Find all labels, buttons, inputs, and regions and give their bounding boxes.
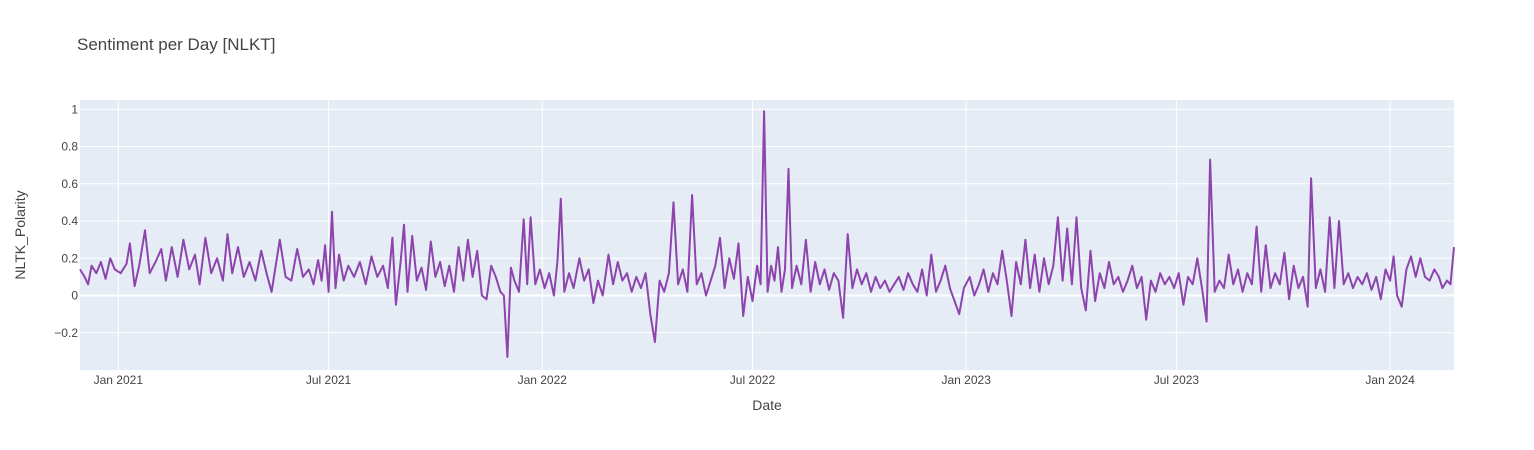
y-tick-label: 0.8: [61, 140, 78, 154]
y-axis-ticks: 1 0.8 0.6 0.4 0.2 0 −0.2: [54, 102, 78, 339]
x-tick-label: Jul 2021: [306, 373, 352, 387]
y-tick-label: 0: [71, 289, 78, 303]
x-tick-label: Jan 2021: [94, 373, 144, 387]
x-tick-label: Jan 2022: [518, 373, 568, 387]
y-tick-label: 0.6: [61, 177, 78, 191]
chart-title: Sentiment per Day [NLKT]: [77, 35, 275, 54]
x-tick-label: Jul 2023: [1154, 373, 1200, 387]
x-tick-label: Jan 2023: [941, 373, 991, 387]
x-axis-ticks: Jan 2021 Jul 2021 Jan 2022 Jul 2022 Jan 2023…: [94, 373, 1415, 387]
y-tick-label: 0.2: [61, 251, 78, 265]
series-line-nltk-polarity: [79, 110, 1455, 358]
x-tick-label: Jul 2022: [730, 373, 776, 387]
y-axis-label: NLTK_Polarity: [12, 190, 28, 279]
y-tick-label: 1: [71, 102, 78, 116]
gridlines: [80, 100, 1454, 370]
y-tick-label: −0.2: [54, 326, 78, 340]
y-tick-label: 0.4: [61, 214, 78, 228]
x-axis-label: Date: [752, 397, 782, 413]
x-tick-label: Jan 2024: [1365, 373, 1415, 387]
